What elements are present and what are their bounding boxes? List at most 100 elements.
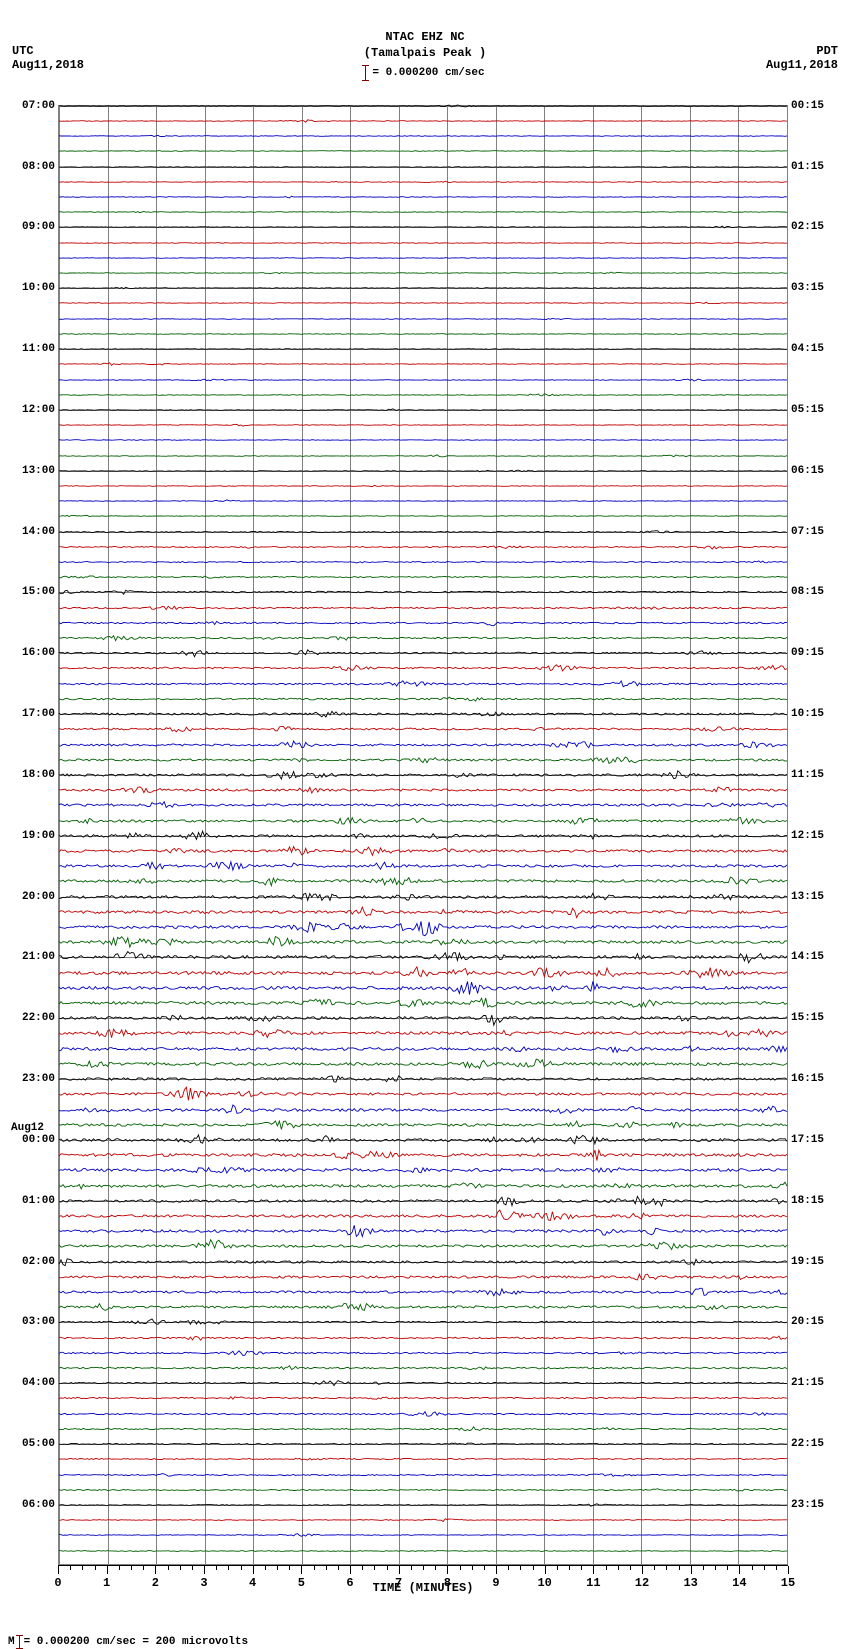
seismic-trace <box>59 1422 787 1436</box>
utc-hour-label: 12:00 <box>11 404 55 416</box>
seismic-trace <box>59 1042 787 1056</box>
x-tick-minor <box>703 1566 704 1570</box>
seismic-trace <box>59 1483 787 1497</box>
footer-bar-icon <box>19 1635 20 1649</box>
x-axis-title: TIME (MINUTES) <box>58 1581 788 1595</box>
seismic-trace <box>59 646 787 660</box>
seismic-trace <box>59 1270 787 1284</box>
seismic-trace <box>59 449 787 463</box>
seismic-trace <box>59 935 787 949</box>
pdt-hour-label: 13:15 <box>791 891 837 903</box>
x-tick-major <box>593 1566 594 1574</box>
seismogram-container: NTAC EHZ NC (Tamalpais Peak ) = 0.000200… <box>0 0 850 1649</box>
seismic-trace <box>59 296 787 310</box>
utc-hour-label: 04:00 <box>11 1377 55 1389</box>
pdt-hour-label: 03:15 <box>791 282 837 294</box>
date-left: Aug11,2018 <box>12 58 84 72</box>
pdt-hour-label: 21:15 <box>791 1377 837 1389</box>
seismic-trace <box>59 1391 787 1405</box>
pdt-hour-label: 23:15 <box>791 1499 837 1511</box>
x-tick-minor <box>228 1566 229 1570</box>
pdt-hour-label: 17:15 <box>791 1134 837 1146</box>
seismic-trace <box>59 388 787 402</box>
x-tick-major <box>496 1566 497 1574</box>
seismic-trace <box>59 494 787 508</box>
seismic-trace <box>59 1468 787 1482</box>
seismic-trace <box>59 281 787 295</box>
seismic-trace <box>59 1285 787 1299</box>
x-tick-minor <box>289 1566 290 1570</box>
x-tick-minor <box>472 1566 473 1570</box>
utc-hour-label: 16:00 <box>11 647 55 659</box>
x-tick-major <box>58 1566 59 1574</box>
seismic-trace <box>59 1057 787 1071</box>
utc-hour-label: 13:00 <box>11 465 55 477</box>
seismic-trace <box>59 464 787 478</box>
utc-hour-label: 07:00 <box>11 100 55 112</box>
utc-hour-label: 21:00 <box>11 951 55 963</box>
grid-vertical <box>787 106 788 1564</box>
seismic-trace <box>59 966 787 980</box>
seismic-trace <box>59 890 787 904</box>
chart-header: NTAC EHZ NC (Tamalpais Peak ) = 0.000200… <box>0 30 850 87</box>
seismic-trace <box>59 1133 787 1147</box>
seismic-trace <box>59 1072 787 1086</box>
seismic-trace <box>59 1148 787 1162</box>
x-tick-major <box>107 1566 108 1574</box>
seismic-trace <box>59 798 787 812</box>
x-tick-label: 12 <box>635 1576 649 1590</box>
x-tick-minor <box>119 1566 120 1570</box>
x-tick-major <box>204 1566 205 1574</box>
x-tick-minor <box>557 1566 558 1570</box>
x-tick-label: 11 <box>586 1576 600 1590</box>
seismic-trace <box>59 1498 787 1512</box>
seismic-trace <box>59 874 787 888</box>
x-ticks: 0123456789101112131415 <box>58 1565 788 1579</box>
seismic-trace <box>59 190 787 204</box>
x-tick-major <box>301 1566 302 1574</box>
seismic-trace <box>59 1331 787 1345</box>
seismic-trace <box>59 981 787 995</box>
x-tick-minor <box>764 1566 765 1570</box>
x-tick-minor <box>508 1566 509 1570</box>
seismic-trace <box>59 616 787 630</box>
seismic-trace <box>59 1528 787 1542</box>
utc-hour-label: 18:00 <box>11 769 55 781</box>
seismic-trace <box>59 1407 787 1421</box>
x-tick-minor <box>180 1566 181 1570</box>
seismic-trace <box>59 540 787 554</box>
seismic-trace <box>59 692 787 706</box>
seismic-trace <box>59 707 787 721</box>
seismic-trace <box>59 1209 787 1223</box>
x-tick-minor <box>216 1566 217 1570</box>
utc-hour-label: 00:00 <box>11 1134 55 1146</box>
x-tick-minor <box>533 1566 534 1570</box>
seismic-trace <box>59 1224 787 1238</box>
x-tick-label: 1 <box>103 1576 110 1590</box>
seismic-trace <box>59 418 787 432</box>
pdt-hour-label: 06:15 <box>791 465 837 477</box>
x-tick-label: 15 <box>781 1576 795 1590</box>
x-tick-label: 4 <box>249 1576 256 1590</box>
seismic-trace <box>59 220 787 234</box>
seismic-trace <box>59 373 787 387</box>
seismic-trace <box>59 905 787 919</box>
seismic-trace <box>59 950 787 964</box>
x-tick-label: 14 <box>732 1576 746 1590</box>
seismic-trace <box>59 114 787 128</box>
x-tick-major <box>447 1566 448 1574</box>
seismic-trace <box>59 160 787 174</box>
footer-scale: M = 0.000200 cm/sec = 200 microvolts <box>8 1635 850 1649</box>
pdt-hour-label: 10:15 <box>791 708 837 720</box>
pdt-hour-label: 00:15 <box>791 100 837 112</box>
tz-left: UTC <box>12 44 84 58</box>
seismic-trace <box>59 555 787 569</box>
utc-hour-label: 17:00 <box>11 708 55 720</box>
x-tick-label: 8 <box>444 1576 451 1590</box>
x-tick-minor <box>423 1566 424 1570</box>
pdt-hour-label: 20:15 <box>791 1316 837 1328</box>
pdt-hour-label: 09:15 <box>791 647 837 659</box>
scale-bar-icon <box>365 65 366 81</box>
x-tick-minor <box>168 1566 169 1570</box>
utc-hour-label: 03:00 <box>11 1316 55 1328</box>
